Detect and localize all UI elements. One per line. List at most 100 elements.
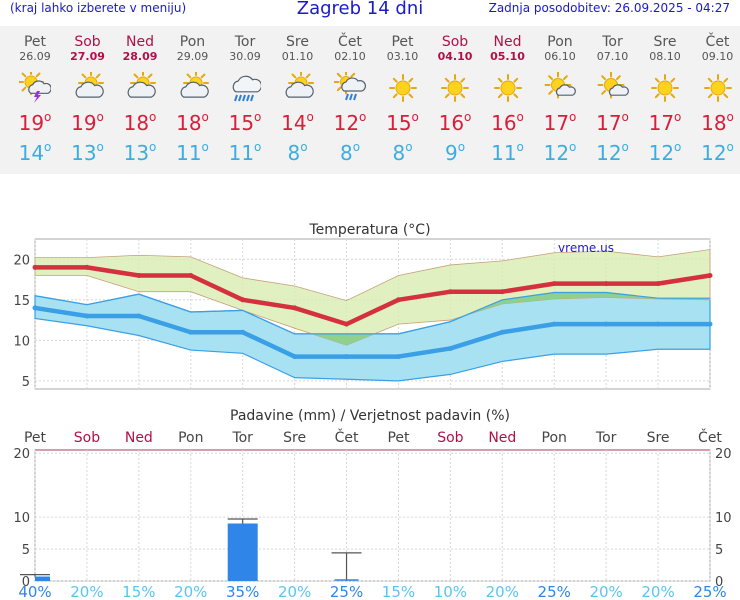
min-temperature-value: 11 (491, 141, 517, 165)
max-temperature: 18o (123, 110, 157, 135)
max-temperature: 15o (228, 110, 262, 135)
x-tick-label: Ned (488, 430, 516, 446)
day-name: Sre (286, 34, 309, 50)
max-temperature-value: 16 (438, 111, 465, 135)
day-name: Tor (602, 34, 623, 50)
precipitation-probability: 35% (226, 583, 259, 600)
sun-icon (651, 74, 679, 102)
y-tick-label-left: 10 (13, 511, 30, 526)
min-temperature: 13o (123, 140, 157, 165)
max-temperature: 17o (543, 110, 577, 135)
day-name: Tor (234, 34, 256, 50)
sun-cloud-icon (127, 72, 156, 98)
day-name: Ned (126, 34, 154, 50)
temperature-chart: Temperatura (°C) 5 10 15 20 vreme.us (13, 222, 713, 390)
top-bar: (kraj lahko izberete v meniju) Zagreb 14… (0, 0, 740, 22)
location-menu-hint[interactable]: (kraj lahko izberete v meniju) (10, 1, 187, 15)
max-temperature: 17o (596, 110, 629, 135)
day-column: Tor 07.10 17o 12o (587, 26, 639, 165)
data-point (292, 305, 298, 311)
data-point (447, 345, 453, 351)
day-date: 09.10 (701, 50, 734, 63)
day-date: 28.09 (122, 50, 158, 63)
precipitation-probability: 20% (641, 583, 674, 600)
min-temperature: 8o (339, 140, 361, 165)
max-temperature: 18o (176, 110, 209, 135)
max-temperature-value: 18 (123, 111, 150, 135)
min-temperature-value: 8 (392, 141, 406, 165)
data-point (655, 281, 661, 287)
max-temperature-value: 17 (596, 111, 622, 135)
precipitation-bar (35, 576, 50, 581)
day-column: Pon 29.09 18o 11o (167, 26, 219, 165)
max-temperature: 12o (333, 110, 367, 135)
x-tick-label: Ned (125, 430, 153, 446)
daily-forecast-panel: Pet 26.09 19o 14o Sob 27.09 19o 13o Ned 28.09 18o 1… (0, 26, 740, 174)
sun-cloud-icon (180, 72, 209, 98)
sun-cloud-icon (285, 72, 314, 98)
precipitation-probability: 15% (122, 583, 155, 600)
min-temperature: 9o (444, 140, 466, 165)
page-title: Zagreb 14 dni (296, 0, 424, 19)
data-point (499, 329, 505, 335)
data-point (395, 297, 401, 303)
day-name: Pet (23, 34, 47, 50)
x-tick-label: Tor (231, 430, 253, 446)
min-temperature-value: 12 (596, 141, 622, 165)
day-date: 01.10 (281, 50, 314, 63)
max-temperature-value: 17 (648, 111, 675, 135)
day-date: 29.09 (176, 50, 209, 63)
site-watermark: vreme.us (558, 241, 614, 255)
min-temperature-value: 13 (71, 141, 97, 165)
min-temperature: 11o (228, 140, 262, 165)
max-temperature: 16o (438, 110, 472, 135)
sun-icon (493, 74, 522, 102)
precipitation-probability: 40% (18, 583, 51, 600)
min-temperature-value: 12 (543, 141, 570, 165)
day-column: Ned 05.10 16o 11o (482, 26, 534, 165)
y-tick-label-left: 0 (22, 575, 30, 590)
day-name: Sob (441, 34, 469, 50)
min-temperature-value: 12 (648, 141, 675, 165)
max-temperature-value: 17 (543, 111, 570, 135)
min-band-upper-edge (34, 291, 710, 335)
min-temperature: 12o (543, 140, 577, 165)
day-name: Sob (74, 34, 101, 50)
data-point (188, 329, 194, 335)
x-tick-label: Pon (178, 430, 203, 446)
day-name: Pon (547, 34, 573, 50)
y-tick-label: 20 (13, 253, 30, 268)
x-tick-label: Sob (437, 430, 463, 446)
precipitation-probability: 20% (278, 583, 311, 600)
data-point (84, 264, 90, 270)
min-temperature-value: 13 (123, 141, 150, 165)
day-name: Pet (391, 34, 414, 50)
precipitation-probability: 15% (382, 583, 415, 600)
day-date: 07.10 (596, 50, 629, 63)
day-date: 26.09 (19, 50, 51, 63)
min-temperature: 12o (701, 140, 734, 165)
precipitation-probability: 20% (589, 583, 622, 600)
y-tick-label: 5 (22, 375, 30, 390)
last-updated: Zadnja posodobitev: 26.09.2025 - 04:27 (488, 1, 730, 15)
max-temperature-value: 16 (491, 111, 517, 135)
data-point (240, 329, 246, 335)
sun-icon (441, 74, 469, 102)
max-temperature-value: 12 (333, 111, 360, 135)
sun-icon (388, 74, 417, 102)
y-tick-label-right: 0 (715, 575, 723, 590)
day-name: Sre (653, 34, 677, 50)
sun-icon (703, 74, 732, 102)
temperature-chart-title: Temperatura (°C) (308, 222, 430, 238)
data-point (447, 289, 453, 295)
x-tick-label: Čet (698, 428, 722, 446)
data-point (395, 354, 401, 360)
min-temperature: 8o (392, 140, 413, 165)
min-temperature-value: 14 (18, 141, 45, 165)
x-tick-label: Pet (387, 430, 410, 446)
y-tick-label-right: 20 (715, 447, 732, 462)
sun-cloud-rain-icon (334, 72, 366, 101)
max-temperature-value: 19 (71, 111, 97, 135)
y-tick-label-right: 5 (715, 543, 723, 558)
data-point (551, 321, 557, 327)
